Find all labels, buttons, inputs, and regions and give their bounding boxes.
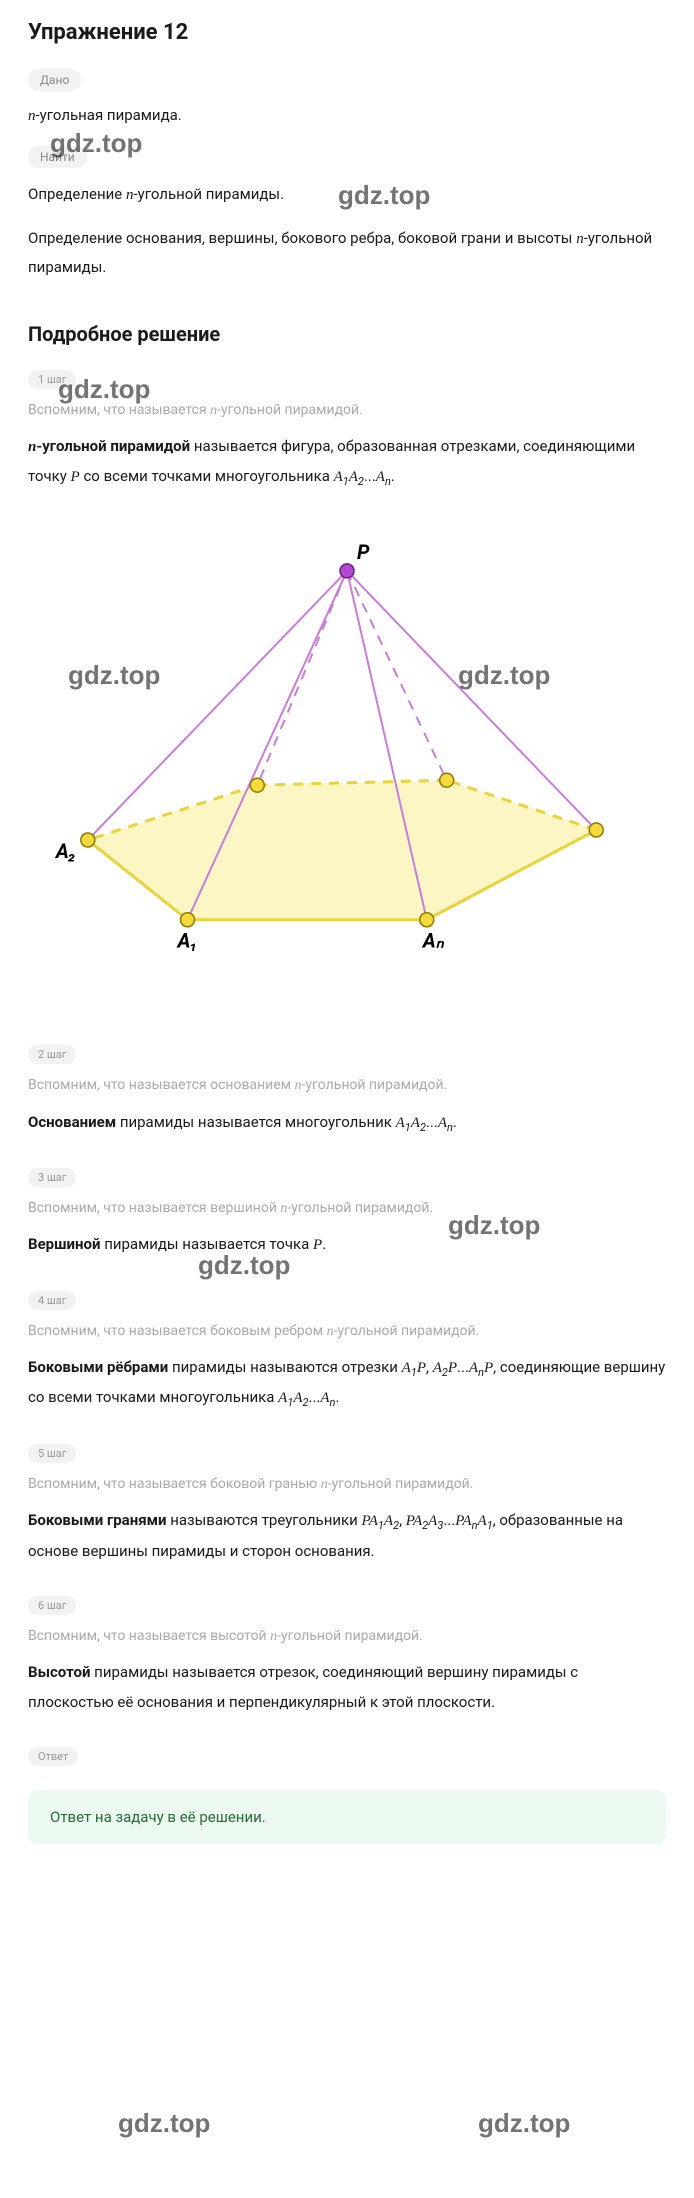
step-intro: Вспомним, что называется n-угольной пира…	[28, 399, 666, 422]
given-text: n-угольная пирамида.	[28, 103, 666, 128]
svg-text:A₁: A₁	[176, 929, 198, 952]
step-label: 6 шаг	[28, 1596, 76, 1615]
step-intro: Вспомним, что называется вершиной n-угол…	[28, 1197, 666, 1220]
step-label: 2 шаг	[28, 1045, 76, 1064]
step-label: 3 шаг	[28, 1168, 76, 1187]
step-body: Боковыми рёбрами пирамиды называются отр…	[28, 1353, 666, 1414]
step-intro: Вспомним, что называется высотой n-уголь…	[28, 1625, 666, 1648]
svg-text:P: P	[357, 540, 370, 563]
step-label: 1 шаг	[28, 370, 76, 389]
step-label: 5 шаг	[28, 1444, 76, 1463]
solution-heading: Подробное решение	[28, 322, 666, 346]
step-body: Боковыми гранями называются треугольники…	[28, 1506, 666, 1566]
find-line-1: Определение n-угольной пирамиды.	[28, 180, 666, 210]
svg-text:Aₙ: Aₙ	[421, 929, 445, 952]
step-body: Вершиной пирамиды называется точка P.	[28, 1230, 666, 1260]
svg-text:A₂: A₂	[54, 840, 76, 863]
answer-box: Ответ на задачу в её решении.	[28, 1790, 666, 1844]
step-intro: Вспомним, что называется основанием n-уг…	[28, 1074, 666, 1097]
watermark: gdz.top	[478, 2108, 570, 2139]
step-body: n-угольной пирамидой называется фигура, …	[28, 432, 666, 493]
page-title: Упражнение 12	[28, 20, 666, 45]
step-intro: Вспомним, что называется боковой гранью …	[28, 1473, 666, 1496]
find-label: Найти	[28, 146, 87, 168]
step-label: 4 шаг	[28, 1291, 76, 1310]
given-label: Дано	[28, 69, 81, 91]
pyramid-diagram: A₂ A₁ Aₙ P	[28, 521, 666, 984]
find-line-2: Определение основания, вершины, бокового…	[28, 224, 666, 282]
step-body: Высотой пирамиды называется отрезок, сое…	[28, 1658, 666, 1717]
step-body: Основанием пирамиды называется многоугол…	[28, 1108, 666, 1138]
watermark: gdz.top	[118, 2108, 210, 2139]
answer-label: Ответ	[28, 1747, 78, 1766]
step-intro: Вспомним, что называется боковым ребром …	[28, 1320, 666, 1343]
